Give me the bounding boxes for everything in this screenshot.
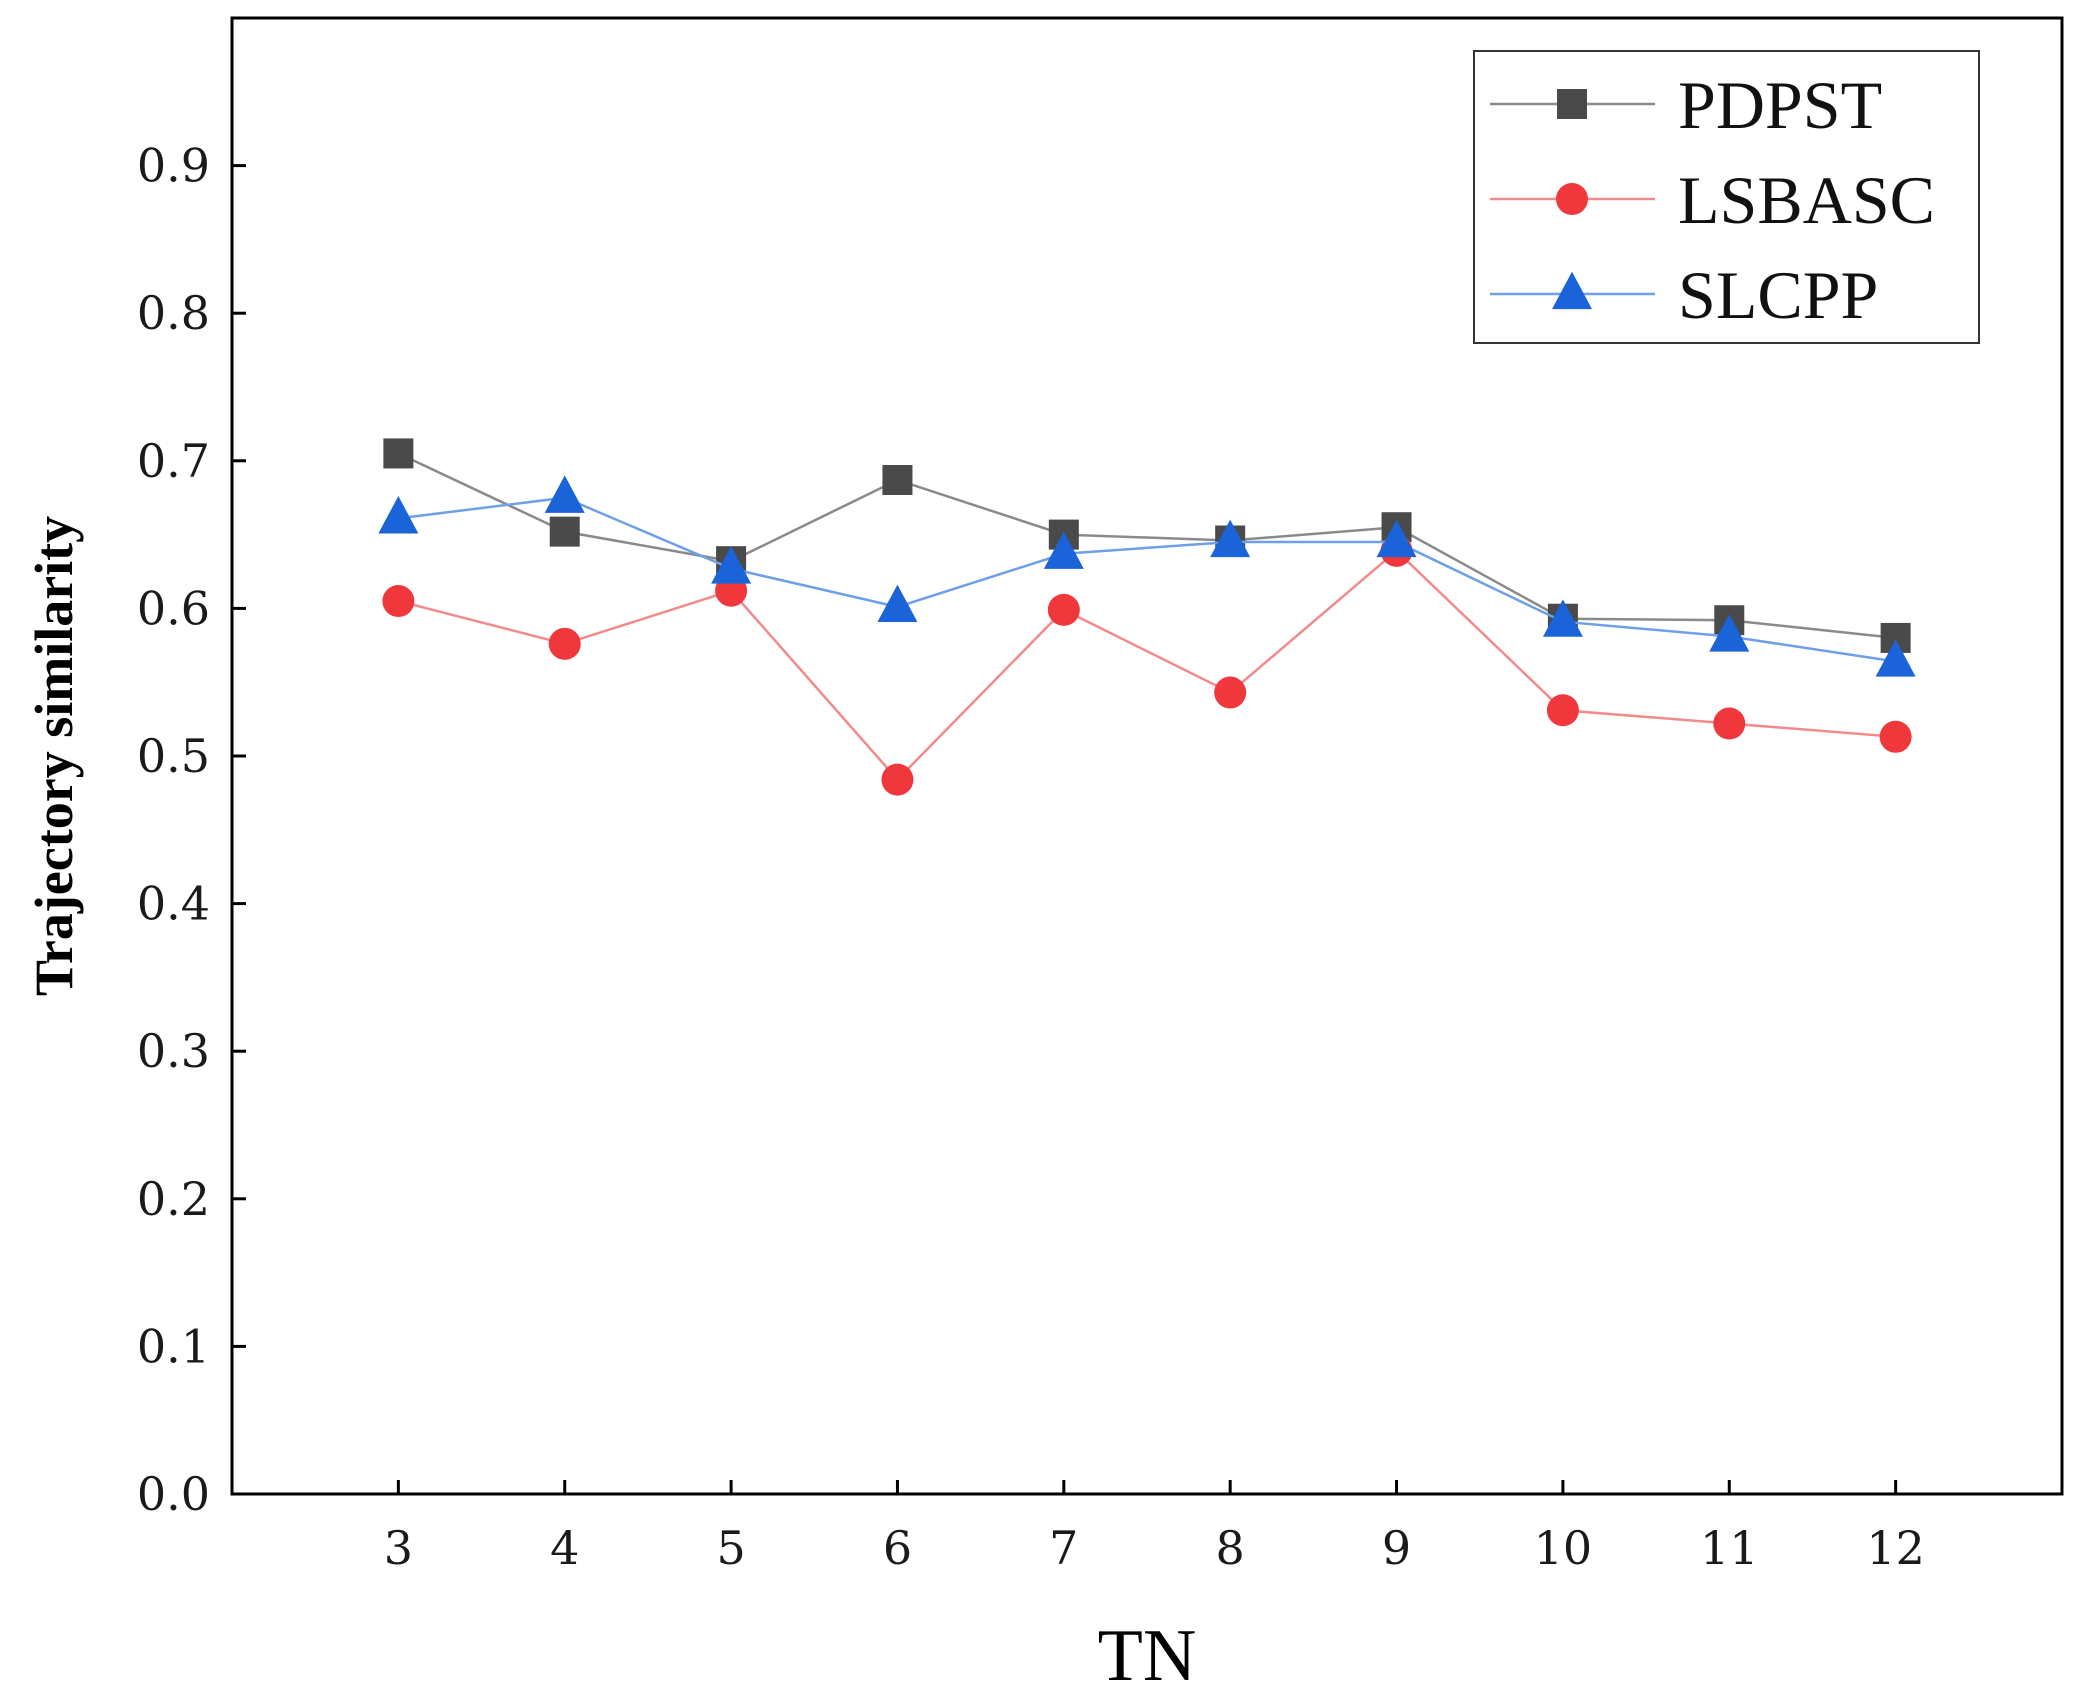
data-point-lsbasc xyxy=(382,585,415,618)
data-point-lsbasc xyxy=(1713,707,1746,740)
y-tick-label: 0.9 xyxy=(137,139,210,193)
x-tick-label: 11 xyxy=(1700,1521,1759,1575)
data-point-slcpp xyxy=(1875,639,1916,677)
legend-label-slcpp: SLCPP xyxy=(1678,257,1878,333)
x-axis-title: TN xyxy=(1098,1615,1197,1697)
data-point-pdpst xyxy=(383,438,414,469)
data-point-slcpp xyxy=(1376,519,1417,558)
data-point-lsbasc xyxy=(881,763,914,796)
series-line-pdpst xyxy=(397,452,1896,640)
data-point-slcpp xyxy=(1043,531,1084,569)
y-tick-label: 0.7 xyxy=(137,434,210,488)
x-tick-label: 3 xyxy=(384,1521,413,1575)
x-tick-label: 12 xyxy=(1866,1521,1925,1575)
data-point-pdpst xyxy=(882,464,913,495)
legend-marker-pdpst xyxy=(1557,89,1587,119)
x-tick-label: 6 xyxy=(883,1521,912,1575)
data-point-slcpp xyxy=(711,546,752,584)
y-tick-label: 0.1 xyxy=(137,1319,210,1373)
data-point-slcpp xyxy=(544,475,585,513)
series-line-slcpp xyxy=(398,496,1896,663)
data-point-slcpp xyxy=(1542,599,1583,637)
y-axis-title: Trajectory similarity xyxy=(24,516,84,996)
y-tick-label: 0.4 xyxy=(137,877,210,931)
data-point-pdpst xyxy=(549,516,580,547)
x-tick-label: 10 xyxy=(1534,1521,1593,1575)
y-tick-label: 0.8 xyxy=(137,286,210,340)
data-point-slcpp xyxy=(378,496,419,534)
y-tick-label: 0.2 xyxy=(137,1172,210,1226)
x-tick-label: 7 xyxy=(1049,1521,1078,1575)
data-point-slcpp xyxy=(1709,614,1750,652)
y-tick-label: 0.6 xyxy=(137,581,210,635)
series-lsbasc xyxy=(382,534,1912,796)
y-axis: 0.0 0.1 0.2 0.3 0.4 0.5 0.6 0.7 0.8 0.9 xyxy=(137,139,246,1521)
x-axis: 3 4 5 6 7 8 9 10 11 12 xyxy=(384,1480,1925,1575)
y-tick-label: 0.0 xyxy=(137,1467,210,1521)
legend-marker-lsbasc xyxy=(1556,183,1588,215)
x-tick-label: 5 xyxy=(716,1521,745,1575)
data-point-lsbasc xyxy=(1047,593,1080,626)
legend-marker-slcpp xyxy=(1552,271,1592,310)
x-tick-label: 4 xyxy=(550,1521,579,1575)
series-layer xyxy=(378,438,1916,796)
data-point-lsbasc xyxy=(1214,676,1247,709)
x-tick-label: 8 xyxy=(1216,1521,1245,1575)
series-slcpp xyxy=(378,475,1916,677)
series-line-lsbasc xyxy=(398,549,1896,782)
legend: PDPST LSBASC SLCPP xyxy=(1473,50,1980,344)
y-tick-label: 0.3 xyxy=(137,1024,210,1078)
series-pdpst xyxy=(383,438,1911,653)
data-point-lsbasc xyxy=(1879,720,1912,753)
data-point-slcpp xyxy=(877,584,918,623)
y-tick-label: 0.5 xyxy=(137,729,210,783)
legend-label-lsbasc: LSBASC xyxy=(1678,162,1935,238)
data-point-slcpp xyxy=(1210,519,1251,558)
legend-label-pdpst: PDPST xyxy=(1678,67,1882,143)
x-tick-label: 9 xyxy=(1382,1521,1411,1575)
data-point-lsbasc xyxy=(1546,694,1579,727)
data-point-lsbasc xyxy=(548,627,581,660)
